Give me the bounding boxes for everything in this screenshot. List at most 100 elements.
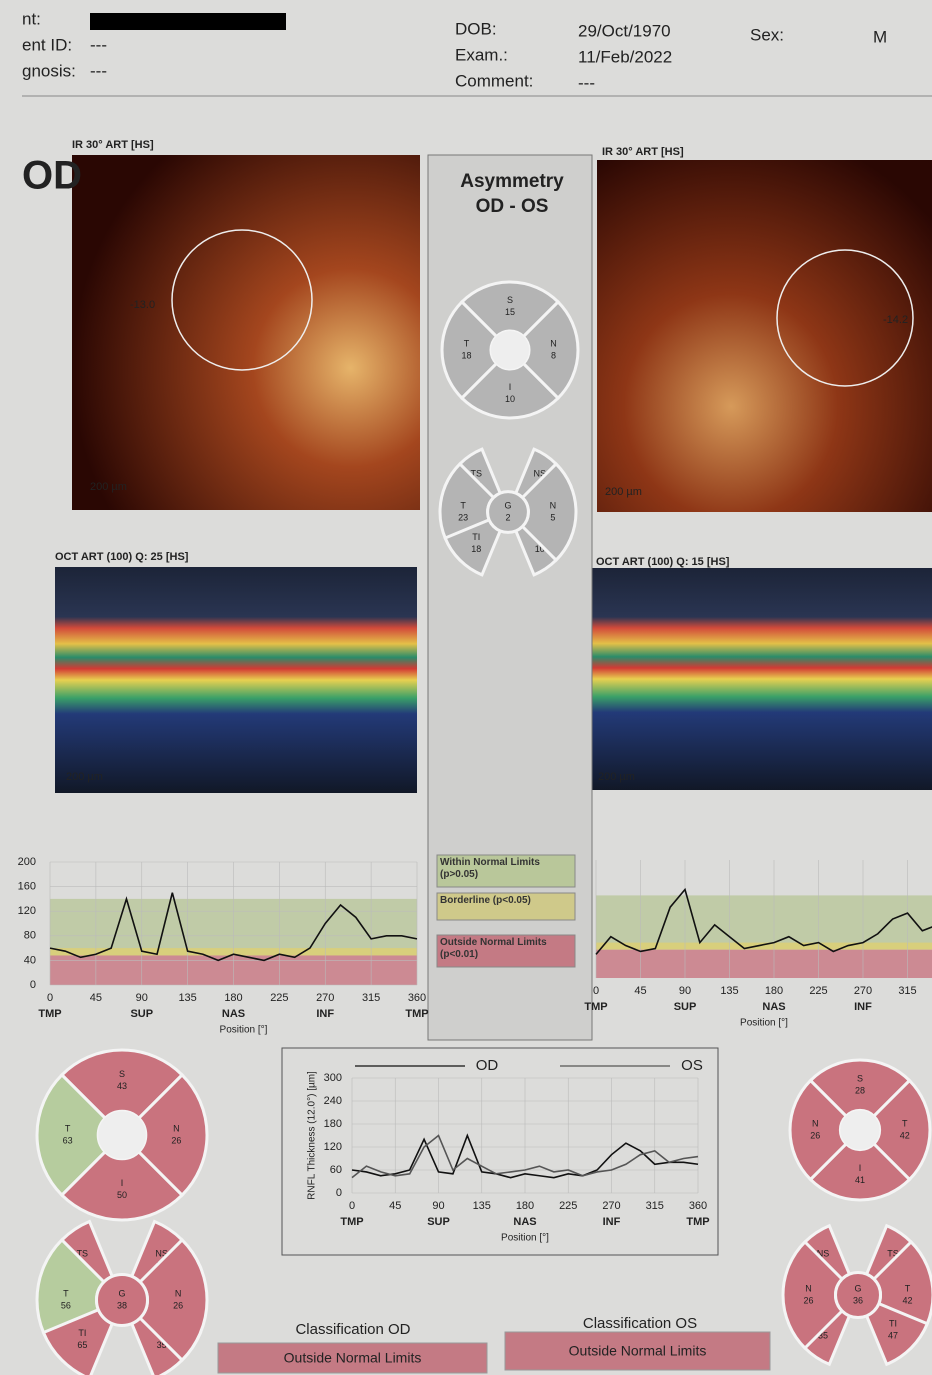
x-region-label: INF (854, 1001, 872, 1013)
eye-label: OD (22, 154, 82, 198)
sector-value: 26 (803, 1295, 813, 1305)
sector-label: N (550, 338, 557, 348)
x-tick-label: 135 (473, 1200, 491, 1212)
sector-value: 10 (505, 394, 515, 404)
sector-label: G (854, 1283, 861, 1293)
sector-value: 26 (810, 1130, 820, 1140)
sector-value: 36 (853, 1295, 863, 1305)
redaction (90, 13, 286, 30)
sector-label: T (902, 1118, 908, 1128)
x-tick-label: 135 (178, 992, 196, 1004)
header-field: --- (90, 35, 107, 54)
x-region-label: SUP (427, 1216, 450, 1228)
x-tick-label: 270 (602, 1200, 620, 1212)
x-tick-label: 360 (408, 992, 426, 1004)
thickness-line (351, 1134, 699, 1179)
x-tick-label: 90 (679, 985, 691, 997)
sector-label: S (857, 1074, 863, 1084)
legend-item: Within Normal Limits (p>0.05) (440, 857, 540, 880)
os-ir-image (597, 160, 932, 512)
x-axis-label: Position [°] (740, 1018, 788, 1029)
center-disc (490, 330, 530, 370)
y-tick-label: 0 (336, 1187, 342, 1199)
os-scan-circle (776, 249, 914, 387)
legend-text: Within Normal Limits (p>0.05) (440, 857, 540, 880)
y-tick-label: 200 (18, 856, 36, 868)
ir-value: -13.0 (130, 299, 155, 311)
sector-value: 35 (157, 1340, 167, 1350)
sector-label: G (504, 500, 511, 510)
od-oct-image (55, 567, 417, 793)
header-field: --- (90, 61, 107, 80)
x-region-label: INF (603, 1216, 621, 1228)
outside-band (596, 949, 932, 978)
sector-value: 56 (61, 1300, 71, 1310)
header-field: ent ID: (22, 35, 72, 54)
x-tick-label: 0 (349, 1200, 355, 1212)
header-field: --- (578, 73, 595, 92)
os-oct-image (590, 568, 932, 790)
x-tick-label: 315 (898, 985, 916, 997)
header-field: 29/Oct/1970 (578, 21, 671, 40)
sector-value: 42 (902, 1295, 912, 1305)
x-region-label: TMP (584, 1001, 607, 1013)
header-field: 11/Feb/2022 (578, 47, 672, 66)
legend-swatch (436, 934, 576, 968)
sector-label: NS (155, 1249, 168, 1259)
x-tick-label: 270 (316, 992, 334, 1004)
x-tick-label: 45 (634, 985, 646, 997)
thickness-line (49, 892, 418, 962)
sector-value: 2 (505, 512, 510, 522)
sector-label: N (812, 1118, 819, 1128)
x-tick-label: 225 (270, 992, 288, 1004)
x-region-label: SUP (130, 1008, 153, 1020)
image-title: OCT ART (100) Q: 25 [HS] (55, 551, 189, 563)
header-field: Exam.: (455, 45, 508, 64)
x-tick-label: 225 (809, 985, 827, 997)
image-title: IR 30° ART [HS] (602, 146, 684, 158)
header-field: DOB: (455, 19, 497, 38)
sector-value: 8 (551, 350, 556, 360)
x-tick-label: 45 (90, 992, 102, 1004)
y-tick-label: 40 (24, 954, 36, 966)
sector-value: 26 (173, 1300, 183, 1310)
image-title: IR 30° ART [HS] (72, 139, 154, 151)
y-tick-label: 180 (324, 1118, 342, 1130)
sector-value: 63 (63, 1135, 73, 1145)
y-tick-label: 160 (18, 881, 36, 893)
sector-value: 50 (117, 1190, 127, 1200)
scale-label: 200 µm (90, 481, 127, 493)
sector-label: N (175, 1288, 182, 1298)
x-tick-label: 315 (362, 992, 380, 1004)
x-region-label: TMP (340, 1216, 363, 1228)
x-tick-label: 360 (689, 1200, 707, 1212)
classification-box (217, 1342, 488, 1374)
x-axis-label: Position [°] (501, 1233, 549, 1244)
sector-value: 35 (818, 1330, 828, 1340)
sector-label: I (859, 1163, 862, 1173)
x-region-label: TMP (686, 1216, 709, 1228)
sector-value: 38 (117, 1300, 127, 1310)
sector-label: TS (887, 1248, 899, 1258)
classification-title: Classification OD (295, 1321, 410, 1338)
od-scan-circle (171, 229, 313, 371)
sector-label: T (905, 1283, 911, 1293)
scale-label: 200 µm (598, 771, 635, 783)
normal-band (596, 895, 932, 949)
global-sector (834, 1271, 882, 1319)
x-tick-label: 135 (720, 985, 738, 997)
sector-label: TI (889, 1318, 897, 1328)
comparison-box (281, 1047, 719, 1256)
sector-value: 42 (900, 1130, 910, 1140)
sector-value: 65 (77, 1340, 87, 1350)
legend-text: Borderline (p<0.05) (440, 895, 531, 906)
sector-label: T (464, 338, 470, 348)
sector-value: 41 (855, 1175, 865, 1185)
sector-label: T (63, 1288, 69, 1298)
x-tick-label: 180 (765, 985, 783, 997)
sector-value: 43 (117, 1081, 127, 1091)
y-tick-label: 240 (324, 1095, 342, 1107)
classification-title: Classification OS (583, 1315, 697, 1332)
scale-label: 200 µm (605, 486, 642, 498)
